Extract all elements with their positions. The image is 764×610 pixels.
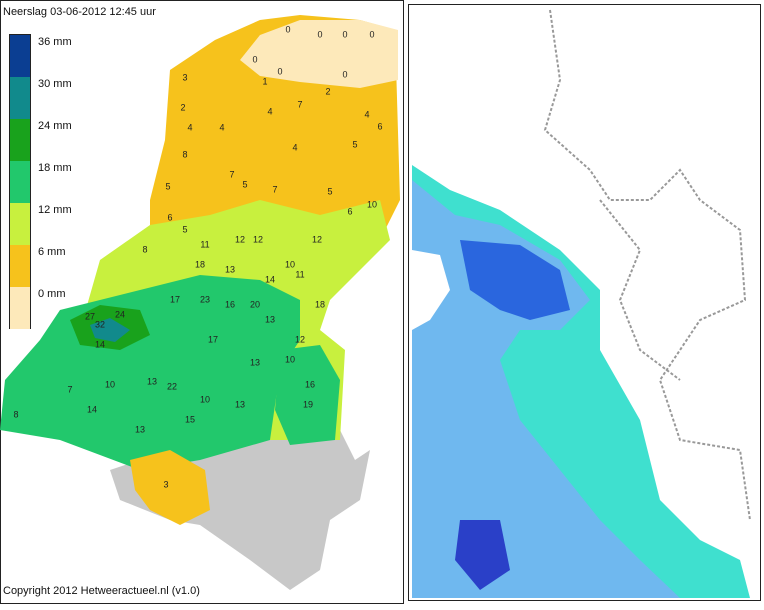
station-value: 6	[167, 212, 172, 222]
station-value: 15	[185, 414, 195, 424]
station-value: 16	[305, 379, 315, 389]
station-value: 0	[342, 69, 347, 79]
station-value: 13	[135, 424, 145, 434]
station-value: 0	[285, 24, 290, 34]
legend-label: 6 mm	[38, 246, 66, 258]
station-value: 8	[142, 244, 147, 254]
station-value: 11	[200, 239, 209, 249]
station-value: 3	[182, 72, 187, 82]
station-value: 18	[195, 259, 205, 269]
station-value: 12	[235, 234, 245, 244]
map-title: Neerslag 03-06-2012 12:45 uur	[3, 6, 156, 18]
station-value: 10	[285, 354, 295, 364]
station-value: 10	[285, 259, 295, 269]
legend-label: 30 mm	[38, 78, 72, 90]
station-value: 14	[265, 274, 275, 284]
station-value: 23	[200, 294, 210, 304]
station-value: 8	[182, 149, 187, 159]
station-value: 7	[229, 169, 234, 179]
station-value: 13	[250, 357, 260, 367]
station-value: 12	[295, 334, 305, 344]
copyright: Copyright 2012 Hetweeractueel.nl (v1.0)	[3, 585, 200, 597]
station-value: 4	[187, 122, 192, 132]
radar-echo-heavy	[460, 240, 570, 320]
station-value: 0	[317, 29, 322, 39]
station-value: 7	[297, 99, 302, 109]
station-value: 13	[225, 264, 235, 274]
station-value: 14	[87, 404, 97, 414]
station-value: 13	[147, 376, 157, 386]
station-value: 19	[303, 399, 313, 409]
legend-label: 12 mm	[38, 204, 72, 216]
station-value: 5	[165, 181, 170, 191]
station-value: 4	[219, 122, 224, 132]
legend-label: 24 mm	[38, 120, 72, 132]
legend-label: 18 mm	[38, 162, 72, 174]
legend-swatch	[10, 35, 30, 77]
station-value: 17	[208, 334, 218, 344]
station-value: 5	[242, 179, 247, 189]
station-value: 20	[250, 299, 260, 309]
station-value: 4	[292, 142, 297, 152]
station-value: 5	[182, 224, 187, 234]
station-value: 10	[200, 394, 210, 404]
radar-echo-heavy	[455, 520, 510, 590]
station-value: 0	[252, 54, 257, 64]
station-value: 27	[85, 311, 95, 321]
station-value: 6	[347, 206, 352, 216]
station-value: 2	[180, 102, 185, 112]
station-value: 0	[342, 29, 347, 39]
station-value: 0	[277, 66, 282, 76]
legend-swatch	[10, 161, 30, 203]
legend-label: 0 mm	[38, 288, 66, 300]
legend-swatch	[10, 77, 30, 119]
station-value: 7	[272, 184, 277, 194]
station-value: 32	[95, 319, 105, 329]
station-value: 3	[163, 479, 168, 489]
station-value: 13	[235, 399, 245, 409]
station-value: 7	[67, 384, 72, 394]
station-value: 5	[352, 139, 357, 149]
station-value: 12	[253, 234, 263, 244]
legend-swatch	[10, 119, 30, 161]
station-value: 11	[295, 269, 304, 279]
station-value: 6	[377, 121, 382, 131]
station-value: 4	[267, 106, 272, 116]
station-value: 22	[167, 381, 177, 391]
legend-swatch	[10, 287, 30, 329]
zone-6	[130, 450, 210, 525]
legend-swatch	[10, 203, 30, 245]
station-value: 12	[312, 234, 322, 244]
station-value: 5	[327, 186, 332, 196]
radar-land-gap	[412, 250, 450, 330]
station-value: 10	[105, 379, 115, 389]
station-value: 8	[13, 409, 18, 419]
station-value: 14	[95, 339, 105, 349]
zone-18	[275, 345, 340, 445]
radar-borders	[543, 9, 751, 521]
radar-borders	[599, 199, 681, 381]
station-value: 24	[115, 309, 125, 319]
legend-label: 36 mm	[38, 36, 72, 48]
zone-0	[240, 20, 398, 88]
station-value: 16	[225, 299, 235, 309]
station-value: 1	[262, 76, 267, 86]
station-value: 13	[265, 314, 275, 324]
station-value: 17	[170, 294, 180, 304]
zone-30	[90, 318, 130, 342]
station-value: 18	[315, 299, 325, 309]
station-value: 2	[325, 86, 330, 96]
station-value: 0	[369, 29, 374, 39]
legend-swatch	[10, 245, 30, 287]
station-value: 10	[367, 199, 377, 209]
station-value: 4	[364, 109, 369, 119]
legend: 36 mm 30 mm 24 mm 18 mm 12 mm 6 mm 0 mm	[10, 35, 72, 329]
